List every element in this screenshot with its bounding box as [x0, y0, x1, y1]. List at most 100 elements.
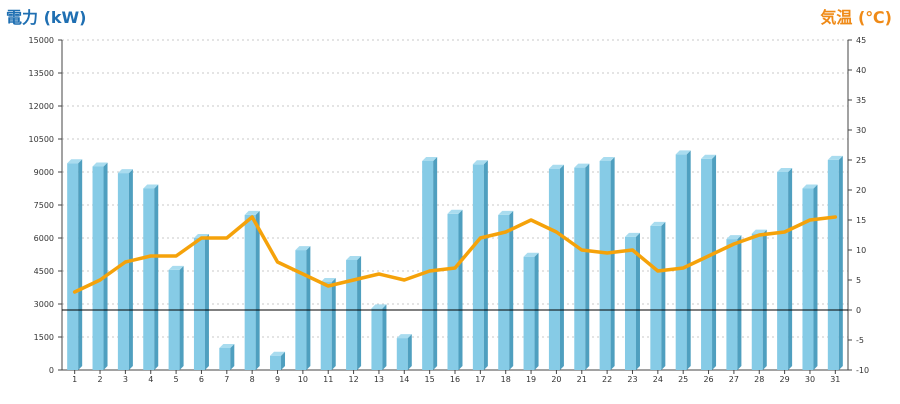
bar-front [168, 269, 180, 370]
x-tick-label: 9 [275, 375, 280, 384]
right-tick-label: 25 [856, 156, 866, 165]
left-tick-label: 4500 [34, 267, 54, 276]
bar [574, 163, 590, 370]
bar-side [103, 162, 108, 370]
temperature-point [554, 230, 558, 234]
temperature-point [580, 248, 584, 252]
x-tick-label: 2 [97, 375, 102, 384]
bar [599, 157, 615, 370]
bar [92, 162, 108, 370]
x-tick-label: 25 [678, 375, 688, 384]
bar [219, 344, 235, 370]
bar-front [447, 213, 459, 370]
bar [624, 232, 640, 370]
bar [701, 154, 717, 370]
left-tick-label: 15000 [29, 36, 54, 45]
bar-side [128, 169, 133, 370]
right-tick-label: 30 [856, 126, 866, 135]
bar-side [306, 246, 311, 370]
bar-side [382, 304, 387, 370]
bar-side [661, 221, 666, 370]
bar-top [827, 155, 843, 160]
bar-front [371, 308, 383, 370]
x-tick-label: 29 [780, 375, 790, 384]
bar-side [762, 229, 767, 370]
bar-front [751, 233, 763, 370]
bar-front [726, 239, 738, 370]
temperature-point [783, 230, 787, 234]
bar [650, 221, 666, 370]
bar-front [143, 188, 155, 370]
bar [827, 155, 843, 370]
bar [244, 210, 260, 370]
right-tick-label: 10 [856, 246, 866, 255]
x-tick-label: 3 [123, 375, 128, 384]
bar-front [548, 168, 560, 370]
bar-side [712, 154, 717, 370]
x-tick-label: 27 [729, 375, 739, 384]
x-tick-label: 5 [174, 375, 179, 384]
right-tick-label: 20 [856, 186, 866, 195]
right-tick-label: 15 [856, 216, 866, 225]
left-tick-label: 6000 [34, 234, 54, 243]
x-tick-label: 10 [298, 375, 308, 384]
temperature-point [478, 236, 482, 240]
bar-top [320, 278, 336, 282]
x-tick-label: 30 [805, 375, 815, 384]
x-tick-label: 11 [323, 375, 333, 384]
x-tick-label: 19 [526, 375, 536, 384]
bar-top [472, 160, 488, 165]
temperature-point [98, 278, 102, 282]
bar-side [509, 210, 514, 370]
bar [168, 265, 184, 370]
bar-side [204, 234, 209, 370]
bar [422, 157, 438, 370]
bar-top [650, 221, 666, 226]
bar-front [624, 236, 636, 370]
x-tick-label: 18 [501, 375, 511, 384]
bar-side [788, 168, 793, 370]
bar-side [407, 334, 412, 370]
temperature-point [199, 236, 203, 240]
bar-side [458, 209, 463, 370]
bar-front [599, 161, 611, 370]
right-tick-label: 0 [856, 306, 861, 315]
bar-front [523, 256, 535, 370]
bar-side [610, 157, 615, 370]
bar [371, 304, 387, 370]
bar-front [650, 225, 662, 370]
x-tick-label: 8 [250, 375, 255, 384]
left-axis-title: 電力 (kW) [6, 8, 87, 27]
bar-side [331, 278, 336, 370]
bar-side [433, 157, 438, 370]
x-tick-label: 22 [602, 375, 612, 384]
temperature-point [301, 272, 305, 276]
right-tick-label: 35 [856, 96, 866, 105]
temperature-point [504, 230, 508, 234]
bar-side [635, 232, 640, 370]
bar-side [585, 163, 590, 370]
x-tick-label: 15 [425, 375, 435, 384]
x-tick-label: 24 [653, 375, 663, 384]
bar [777, 168, 793, 370]
temperature-point [428, 269, 432, 273]
x-tick-label: 17 [475, 375, 485, 384]
x-tick-label: 31 [830, 375, 840, 384]
bar-top [599, 157, 615, 161]
bar-front [396, 338, 408, 370]
bar-top [117, 169, 133, 174]
bar-top [726, 235, 742, 240]
temperature-point [808, 218, 812, 222]
bar-top [777, 168, 793, 172]
bar-side [255, 210, 260, 370]
temperature-point [656, 269, 660, 273]
bar-top [574, 163, 590, 168]
bar [751, 229, 767, 370]
bar-top [295, 246, 311, 251]
bar-top [447, 209, 463, 214]
right-tick-label: 45 [856, 36, 866, 45]
left-tick-label: 7500 [34, 201, 54, 210]
bar-side [534, 252, 539, 370]
bar-side [78, 159, 83, 370]
